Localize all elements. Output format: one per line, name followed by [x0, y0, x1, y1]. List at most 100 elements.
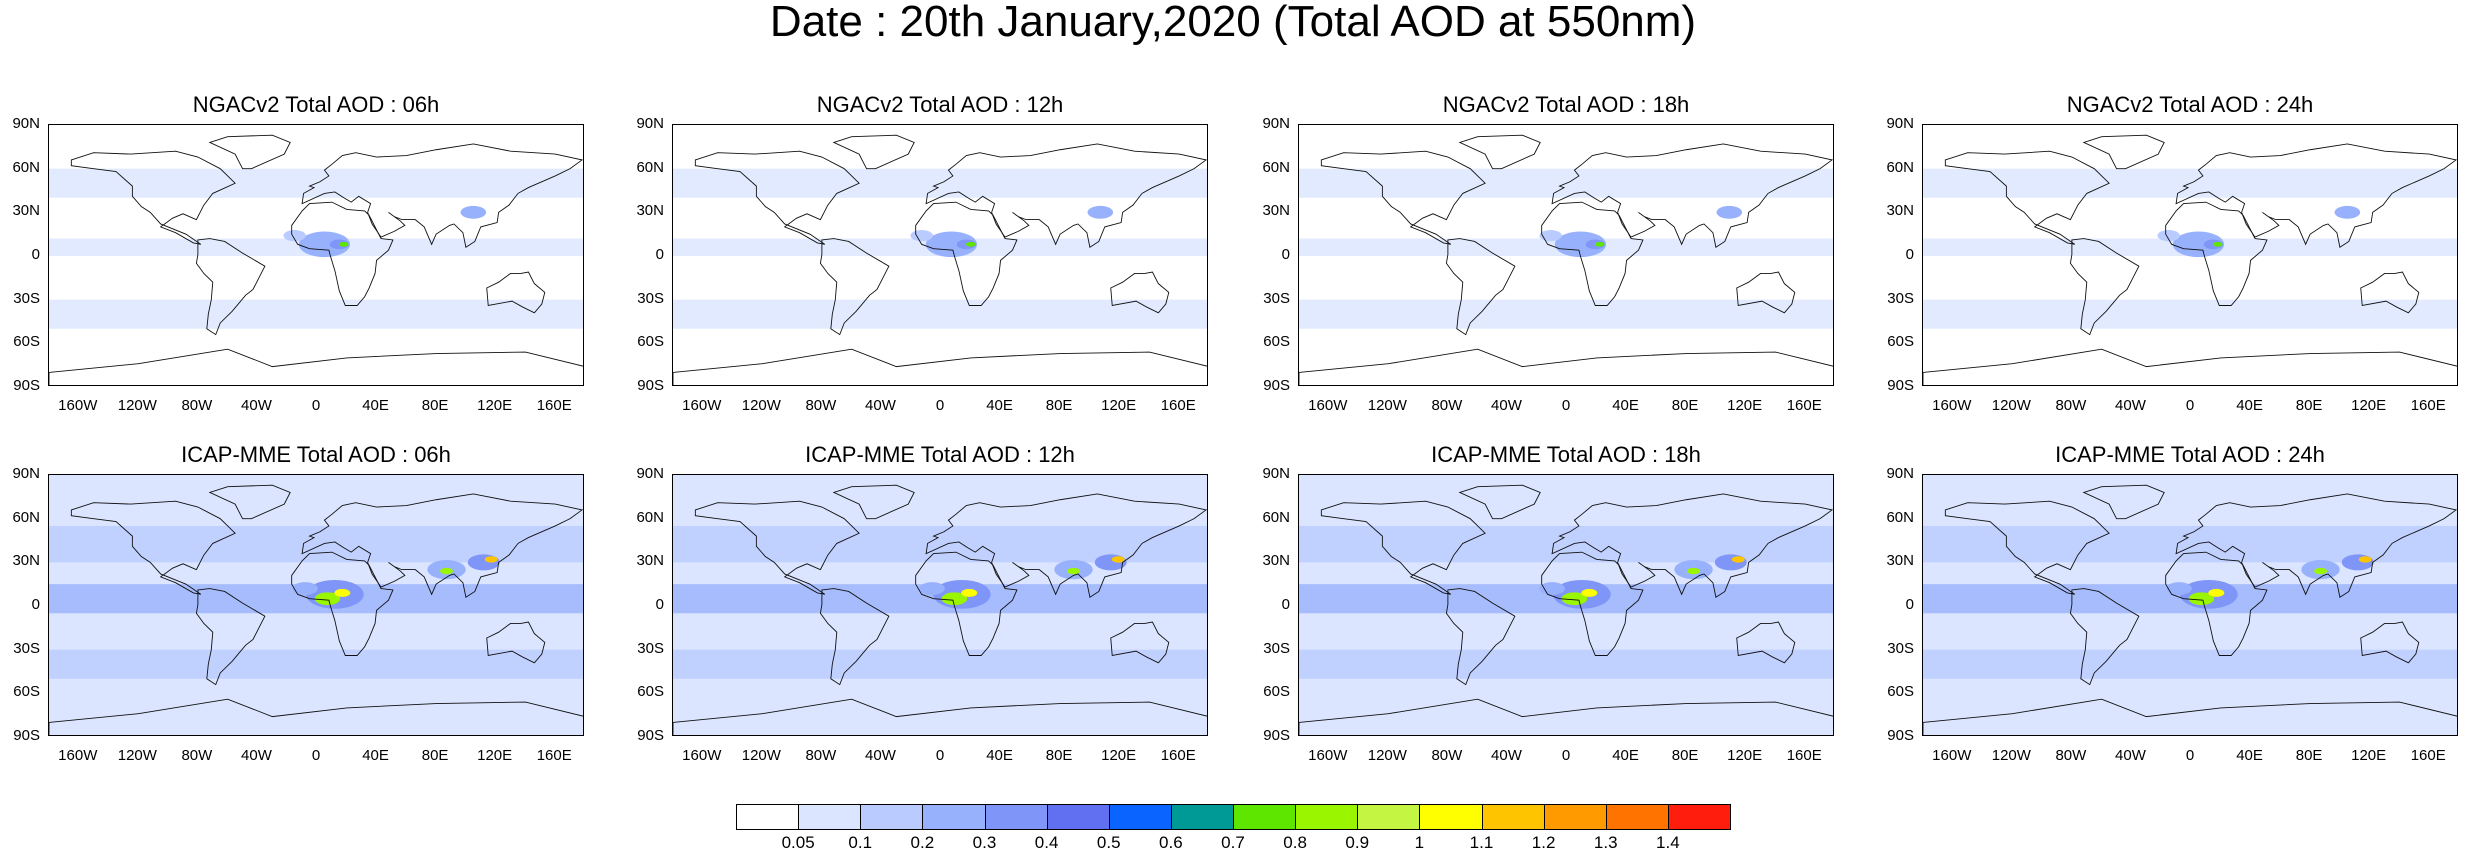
- coastline: [49, 698, 583, 735]
- panel-title: NGACv2 Total AOD : 12h: [816, 92, 1064, 117]
- aod-band: [49, 489, 583, 526]
- colorbar-swatch: [1605, 804, 1669, 830]
- aod-hotspot: [941, 592, 968, 606]
- latitude-label: 60N: [12, 158, 40, 176]
- longitude-label: 80W: [181, 397, 213, 414]
- longitude-label: 80W: [805, 747, 837, 764]
- coastline: [1736, 621, 1796, 664]
- panel-title: ICAP-MME Total AOD : 18h: [1431, 442, 1701, 467]
- aod-band: [1299, 299, 1833, 329]
- coastline: [49, 348, 583, 385]
- coastline: [2165, 551, 2268, 656]
- colorbar-label: 0.8: [1283, 833, 1307, 852]
- longitude-label: 120W: [1991, 397, 2031, 414]
- colorbar-label: 0.05: [781, 833, 815, 852]
- aod-hotspot: [1539, 582, 1565, 595]
- aod-band: [1923, 649, 2457, 679]
- coastline: [1551, 493, 1833, 599]
- longitude-label: 120E: [2351, 747, 2387, 764]
- aod-band: [1299, 489, 1833, 526]
- colorbar-label: 0.1: [848, 833, 873, 852]
- longitude-label: 40W: [865, 397, 896, 414]
- coastline: [1944, 500, 2110, 595]
- figure-title: Date : 20th January,2020 (Total AOD at 5…: [769, 0, 1697, 46]
- colorbar-swatch: [984, 804, 1048, 830]
- colorbar-swatch: [1667, 804, 1731, 830]
- coastline: [1445, 238, 1516, 336]
- aod-band: [673, 299, 1207, 329]
- longitude-label: 120E: [477, 747, 513, 764]
- latitude-label: 60S: [637, 333, 664, 351]
- colorbar-label: 0.7: [1221, 833, 1245, 852]
- longitude-label: 160E: [2410, 747, 2446, 764]
- aod-hotspot: [910, 230, 933, 242]
- coastline: [2175, 143, 2457, 249]
- coastline: [1320, 150, 1486, 245]
- aod-hotspot: [1714, 554, 1747, 571]
- colorbar-label: 0.6: [1159, 833, 1183, 852]
- coastline: [1551, 143, 1833, 249]
- panel-title: NGACv2 Total AOD : 24h: [2066, 92, 2314, 117]
- longitude-label: 160E: [536, 747, 572, 764]
- coastline: [819, 588, 890, 686]
- coastline: [70, 500, 236, 595]
- colorbar-swatch: [1543, 804, 1607, 830]
- longitude-label: 120W: [1367, 397, 1407, 414]
- latitude-label: 30N: [12, 202, 40, 220]
- aod-band: [49, 649, 583, 679]
- aod-hotspot: [1561, 592, 1588, 606]
- latitude-label: 0: [1281, 246, 1290, 263]
- aod-band: [673, 525, 1207, 563]
- longitude-label: 80E: [1045, 747, 1073, 764]
- colorbar-swatch: [1108, 804, 1172, 830]
- aod-hotspot: [2341, 554, 2374, 571]
- longitude-label: 40W: [2115, 397, 2146, 414]
- longitude-label: 80E: [421, 397, 449, 414]
- colorbar-label: 1.2: [1531, 833, 1556, 852]
- coastline: [673, 698, 1207, 735]
- coastline: [915, 201, 1018, 306]
- panel-title: NGACv2 Total AOD : 06h: [192, 92, 440, 117]
- latitude-label: 0: [31, 596, 40, 613]
- coastline: [1923, 348, 2457, 385]
- panel-title: ICAP-MME Total AOD : 24h: [2055, 442, 2325, 467]
- colorbar-label: 1.4: [1656, 833, 1680, 852]
- latitude-label: 90S: [1887, 727, 1914, 744]
- coastline: [1110, 271, 1170, 314]
- colorbar: [736, 804, 1731, 830]
- coastline: [2360, 271, 2420, 314]
- map-frame: [672, 474, 1208, 736]
- colorbar-label: 0.5: [1096, 833, 1121, 852]
- colorbar-swatch: [1170, 804, 1234, 830]
- colorbar-label: 1: [1414, 833, 1425, 852]
- latitude-label: 30N: [1262, 202, 1290, 220]
- aod-band: [49, 525, 583, 563]
- longitude-label: 40E: [1612, 397, 1639, 414]
- coastline: [832, 134, 915, 170]
- colorbar-swatch: [1295, 804, 1359, 830]
- map-frame: [1298, 474, 1834, 736]
- latitude-label: 30N: [12, 552, 40, 570]
- aod-hotspot: [2188, 592, 2215, 606]
- longitude-label: 160W: [58, 747, 98, 764]
- longitude-label: 40E: [986, 397, 1013, 414]
- aod-band: [1923, 525, 2457, 563]
- map-frame: [48, 474, 584, 736]
- latitude-label: 90N: [12, 115, 40, 132]
- longitude-label: 0: [1561, 397, 1571, 414]
- coastline: [1320, 500, 1486, 595]
- latitude-label: 60N: [1886, 508, 1914, 526]
- latitude-label: 60S: [1263, 683, 1290, 701]
- colorbar-label: 0.9: [1345, 833, 1370, 852]
- longitude-label: 40W: [2115, 747, 2146, 764]
- coastline: [1944, 150, 2110, 245]
- coastline: [1736, 271, 1796, 314]
- coastline: [1458, 484, 1541, 520]
- longitude-label: 40E: [2236, 747, 2263, 764]
- latitude-label: 30S: [1263, 289, 1290, 307]
- coastline: [832, 484, 915, 520]
- aod-hotspot: [965, 241, 976, 247]
- aod-hotspot: [467, 554, 500, 571]
- colorbar-swatch: [1357, 804, 1421, 830]
- latitude-label: 30N: [1886, 552, 1914, 570]
